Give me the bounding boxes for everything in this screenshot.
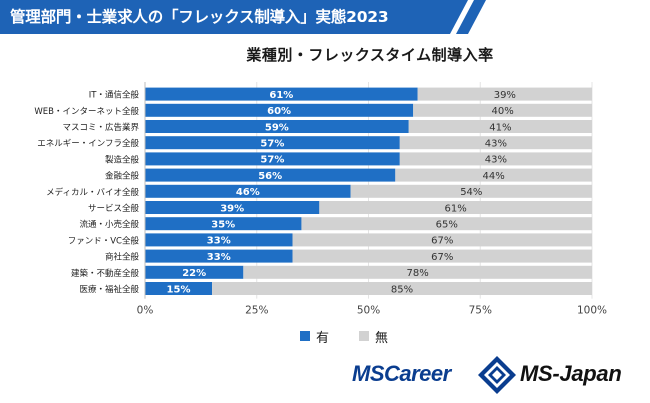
- bar-no: [399, 136, 592, 150]
- bar-no: [408, 120, 592, 133]
- value-label-no: 65%: [436, 220, 458, 231]
- bar-no: [212, 282, 593, 295]
- x-tick-label: 75%: [469, 305, 492, 317]
- category-label: エネルギー・インフラ全般: [37, 138, 139, 149]
- legend-item-yes: 有: [300, 327, 329, 346]
- bar-yes: [145, 87, 418, 101]
- value-label-no: 78%: [407, 268, 429, 279]
- bar-yes: [145, 152, 400, 166]
- chart-title: 業種別・フレックスタイム制導入率: [246, 46, 494, 64]
- value-label-yes: 33%: [207, 252, 231, 263]
- value-label-yes: 57%: [260, 155, 284, 166]
- category-label: 商社全般: [105, 252, 140, 263]
- category-label: 金融全般: [105, 171, 140, 182]
- value-label-yes: 59%: [265, 122, 289, 133]
- bar-yes: [145, 168, 396, 182]
- value-label-no: 67%: [431, 236, 453, 247]
- bar-yes: [145, 103, 414, 117]
- bar-yes: [145, 233, 293, 247]
- category-label: メディカル・バイオ全般: [46, 187, 139, 198]
- bar-no: [417, 87, 592, 101]
- category-label: 流通・小売全般: [79, 219, 139, 230]
- bar-no: [243, 265, 592, 279]
- bar-yes: [145, 201, 320, 214]
- legend-label-yes: 有: [316, 330, 330, 346]
- value-label-yes: 61%: [269, 90, 293, 101]
- value-label-no: 85%: [391, 284, 413, 295]
- value-label-yes: 35%: [211, 220, 235, 231]
- bar-yes: [145, 184, 351, 198]
- x-tick-label: 25%: [245, 305, 268, 317]
- category-label: 医療・福祉全般: [79, 284, 139, 295]
- value-label-no: 44%: [483, 171, 505, 182]
- value-label-no: 67%: [431, 252, 453, 263]
- value-label-no: 43%: [485, 139, 507, 150]
- value-label-yes: 57%: [260, 139, 284, 150]
- bar-yes: [145, 282, 213, 295]
- bar-no: [395, 168, 592, 182]
- category-label: 建築・不動産全般: [71, 268, 140, 279]
- value-label-no: 43%: [485, 155, 507, 166]
- chart-legend: 有 無: [300, 327, 418, 346]
- category-label: ファンド・VC全般: [68, 235, 140, 246]
- bar-no: [292, 233, 592, 247]
- legend-label-no: 無: [375, 330, 389, 346]
- x-tick-label: 0%: [137, 305, 154, 317]
- bar-yes: [145, 265, 244, 279]
- banner-background: [0, 0, 486, 34]
- category-label: 製造全般: [105, 154, 140, 165]
- brand-logos: MSCareer MS-Japan: [352, 355, 642, 395]
- ms-japan-logo: MS-Japan: [520, 361, 622, 386]
- bar-yes: [145, 249, 293, 263]
- value-label-no: 41%: [489, 122, 511, 133]
- category-label: IT・通信全般: [89, 90, 140, 101]
- bar-no: [413, 103, 592, 117]
- value-label-no: 54%: [460, 187, 482, 198]
- bar-no: [319, 201, 592, 214]
- bar-no: [350, 184, 592, 198]
- legend-item-no: 無: [359, 327, 388, 346]
- bar-no: [292, 249, 592, 263]
- value-label-yes: 39%: [220, 203, 244, 214]
- ms-japan-emblem-icon: [478, 356, 516, 394]
- bar-no: [399, 152, 592, 166]
- bar-no: [301, 217, 592, 231]
- legend-swatch-no: [359, 331, 370, 341]
- bar-yes: [145, 120, 409, 133]
- value-label-yes: 56%: [258, 171, 282, 182]
- value-label-yes: 46%: [236, 187, 260, 198]
- mscareer-logo: MSCareer: [352, 361, 451, 386]
- bar-chart: 0% 25% 50% 75% 100% IT・通信全般 61% 39% WEB・インターネット全…: [34, 82, 607, 317]
- banner-title: 管理部門・士業求人の「フレックス制導入」実態2023: [10, 8, 389, 26]
- value-label-yes: 15%: [167, 284, 191, 295]
- header-banner: 管理部門・士業求人の「フレックス制導入」実態2023: [0, 0, 650, 34]
- bar-yes: [145, 217, 302, 231]
- bar-yes: [145, 136, 400, 150]
- value-label-no: 40%: [491, 106, 513, 117]
- value-label-no: 39%: [494, 90, 516, 101]
- value-label-yes: 22%: [182, 268, 206, 279]
- value-label-no: 61%: [445, 203, 467, 214]
- legend-swatch-yes: [300, 331, 310, 341]
- category-label: マスコミ・広告業界: [62, 122, 139, 133]
- value-label-yes: 33%: [207, 236, 231, 247]
- category-label: WEB・インターネット全般: [34, 106, 139, 117]
- x-tick-label: 100%: [577, 305, 607, 317]
- value-label-yes: 60%: [267, 106, 291, 117]
- category-label: サービス全般: [88, 203, 140, 214]
- x-tick-label: 50%: [357, 305, 380, 317]
